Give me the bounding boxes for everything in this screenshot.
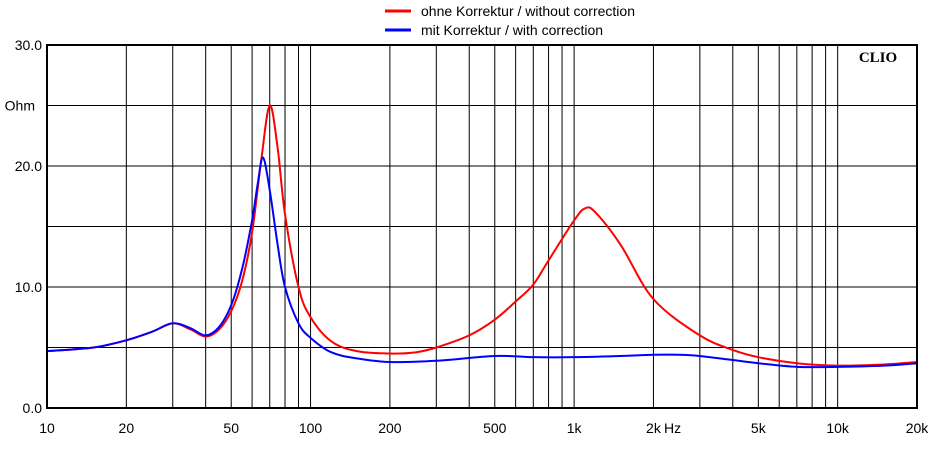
clio-watermark: CLIO <box>859 50 897 66</box>
x-tick-label: 20 <box>119 420 135 436</box>
x-tick-label: 2k <box>646 420 662 436</box>
x-tick-label: 5k <box>751 420 767 436</box>
y-tick-label: 10.0 <box>15 279 42 295</box>
y-axis-label: Ohm <box>5 98 35 114</box>
series-line-with-correction <box>46 156 918 369</box>
legend: ohne Korrektur / without correction mit K… <box>385 3 635 38</box>
plot-frame <box>46 44 918 409</box>
x-tick-label: 100 <box>299 420 323 436</box>
x-tick-label: 1k <box>567 420 583 436</box>
y-tick-label: 20.0 <box>15 158 42 174</box>
x-tick-label: 10k <box>826 420 850 436</box>
axis-labels: 10 20 50 100 200 500 1k 2k 5k 10k 20k 0.0 10.0 20.0 30… <box>5 37 930 436</box>
y-tick-label: 30.0 <box>15 37 42 53</box>
legend-label: mit Korrektur / with correction <box>421 22 603 38</box>
x-tick-label: 200 <box>378 420 402 436</box>
series-line-without-correction <box>46 104 918 367</box>
x-tick-label: 20k <box>906 420 930 436</box>
x-tick-label: 50 <box>223 420 239 436</box>
x-tick-label: 10 <box>39 420 55 436</box>
legend-label: ohne Korrektur / without correction <box>421 3 635 19</box>
x-axis-label: Hz <box>664 420 681 436</box>
x-tick-label: 500 <box>483 420 507 436</box>
curves <box>46 104 918 369</box>
y-tick-label: 0.0 <box>23 400 43 416</box>
grid <box>47 45 917 408</box>
